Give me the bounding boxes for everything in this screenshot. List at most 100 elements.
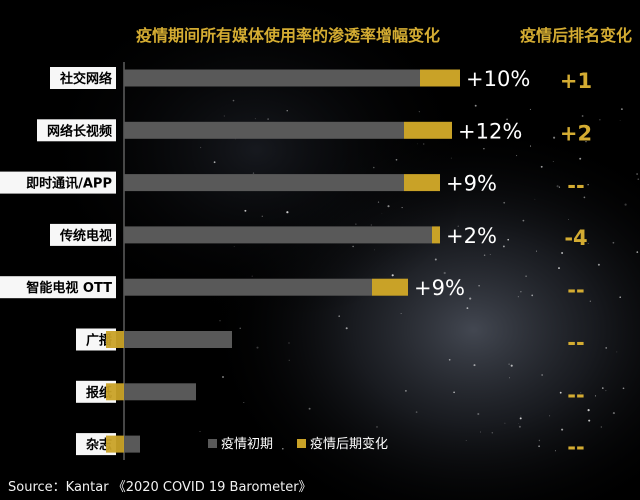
star: [345, 327, 348, 330]
star: [288, 342, 290, 344]
star: [213, 161, 216, 164]
star: [489, 254, 491, 255]
star: [600, 426, 602, 428]
star: [256, 346, 259, 349]
value-label: +12%: [458, 119, 522, 143]
star: [540, 165, 543, 168]
star: [373, 166, 375, 169]
category-label-bg: [50, 67, 116, 89]
category-accent: [106, 383, 124, 401]
star: [529, 145, 532, 147]
star: [491, 432, 494, 434]
value-label: +10%: [466, 67, 530, 91]
value-label: +9%: [446, 172, 497, 196]
legend-label-initial: 疫情初期: [221, 436, 273, 452]
bar-initial: [124, 383, 196, 401]
star: [599, 119, 601, 121]
star: [636, 173, 638, 175]
star: [199, 430, 201, 433]
star: [558, 267, 560, 270]
star: [622, 387, 625, 390]
star: [446, 282, 448, 284]
rank-change-header: 疫情后排名变化: [520, 26, 632, 45]
star: [381, 212, 383, 214]
category-label: 即时通讯/APP: [26, 176, 112, 192]
category-label-bg: [50, 223, 116, 246]
category-accent: [106, 435, 124, 453]
star: [244, 209, 247, 212]
category-label: 智能电视 OTT: [26, 280, 112, 296]
star: [538, 439, 541, 442]
star: [286, 211, 289, 214]
star: [508, 363, 510, 365]
star: [443, 271, 446, 275]
star-field: [199, 99, 640, 452]
star: [232, 99, 235, 102]
star: [507, 238, 509, 241]
star: [219, 320, 221, 322]
star: [401, 207, 403, 209]
category-label: 传统电视: [59, 228, 112, 244]
source-citation: Source：Kantar 《2020 COVID 19 Barometer》: [8, 480, 312, 495]
star: [474, 104, 477, 107]
bar-initial: [124, 121, 404, 139]
rank-change: --: [567, 174, 584, 198]
star: [587, 184, 589, 186]
star: [531, 294, 534, 297]
star: [352, 245, 354, 248]
star: [534, 198, 536, 200]
star: [585, 141, 587, 143]
star: [582, 343, 584, 345]
category-label-bg: [0, 276, 116, 299]
star: [417, 143, 418, 145]
star: [483, 254, 486, 256]
star: [518, 425, 521, 428]
value-label: +9%: [414, 276, 465, 300]
star: [588, 419, 591, 422]
category-accent: [106, 331, 124, 348]
star: [579, 157, 582, 160]
star: [254, 118, 256, 120]
star: [519, 417, 522, 420]
star: [446, 281, 449, 284]
star: [529, 108, 531, 110]
star: [370, 224, 372, 226]
star: [473, 364, 476, 367]
star: [559, 391, 562, 394]
category-label: 报纸: [86, 385, 112, 401]
star: [597, 263, 600, 266]
bar-increase: [372, 278, 408, 296]
star: [479, 431, 481, 433]
star: [308, 407, 311, 410]
star: [605, 390, 607, 392]
star: [587, 409, 590, 412]
star: [525, 275, 527, 278]
star: [552, 161, 554, 162]
bar-initial: [124, 435, 140, 453]
chart-title: 疫情期间所有媒体使用率的渗透率增幅变化: [136, 26, 440, 45]
star: [601, 387, 604, 389]
star: [469, 297, 472, 300]
star: [286, 110, 288, 112]
star: [558, 186, 561, 188]
star: [288, 359, 290, 361]
star: [594, 395, 597, 397]
star: [282, 447, 284, 450]
category-label: 杂志: [86, 437, 112, 453]
star: [541, 374, 543, 376]
category-label: 网络长视频: [47, 123, 112, 139]
star: [549, 415, 551, 417]
star: [376, 425, 378, 428]
star: [483, 148, 485, 150]
bar-initial: [124, 69, 420, 87]
rank-change: --: [567, 383, 584, 407]
star: [520, 415, 522, 417]
star: [457, 225, 459, 227]
legend-swatch-increase: [297, 439, 306, 448]
star: [387, 205, 390, 208]
star: [391, 274, 394, 277]
bar-increase: [432, 226, 440, 244]
star: [199, 146, 202, 149]
